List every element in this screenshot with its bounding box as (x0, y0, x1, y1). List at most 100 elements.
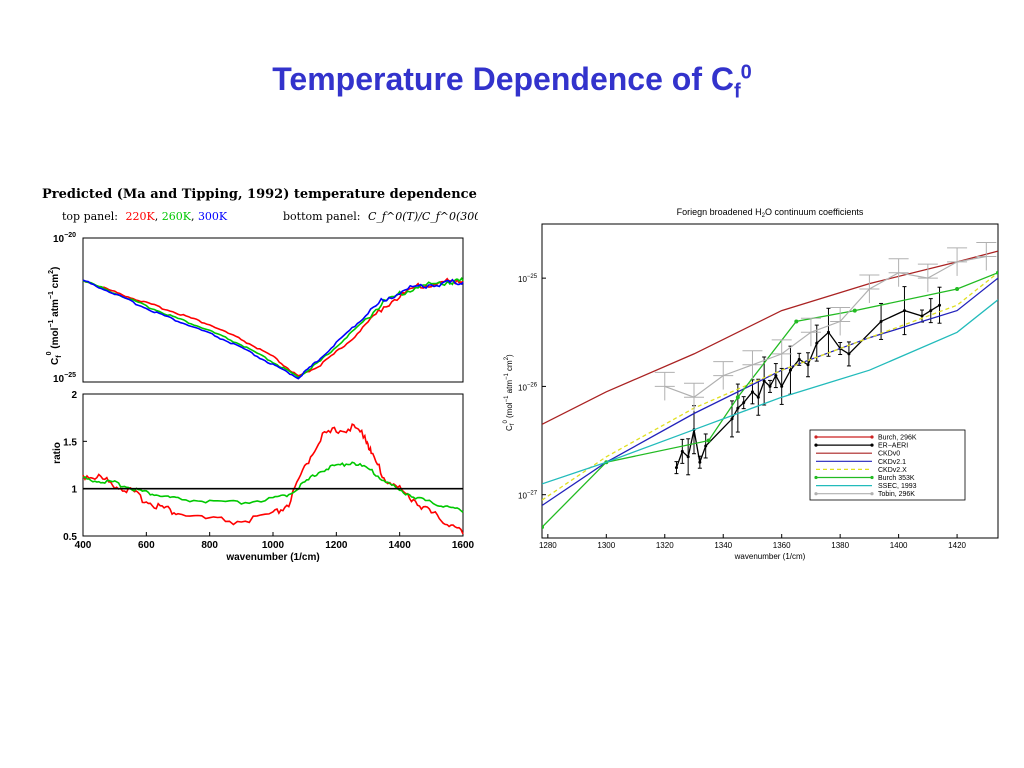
right-x-tick-label: 1380 (831, 541, 849, 550)
bottom-x-tick-label: 1200 (325, 540, 348, 551)
right-series-group (542, 241, 998, 530)
aeri-point (730, 417, 734, 421)
right-chart-title: Foriegn broadened H2O continuum coeffici… (677, 207, 864, 219)
legend-marker (814, 435, 818, 439)
burch353-point (794, 319, 799, 324)
legend-marker (870, 475, 874, 480)
right-x-tick-label: 1320 (656, 541, 674, 550)
left-figure: Predicted (Ma and Tipping, 1992) tempera… (42, 185, 478, 562)
aeri-point (920, 314, 924, 318)
burch353-point (852, 308, 857, 313)
legend-box (809, 429, 966, 501)
right-x-tick-label: 1300 (597, 541, 615, 550)
legend-marker (870, 443, 874, 447)
aeri-point (879, 319, 883, 323)
burch353-point (542, 525, 544, 530)
left-figure-header: Predicted (Ma and Tipping, 1992) tempera… (42, 185, 478, 203)
right-figure: Foriegn broadened H2O continuum coeffici… (503, 207, 999, 561)
top-series-line-220K (82, 277, 464, 377)
aeri-point (815, 341, 819, 345)
bottom-x-tick-label: 1400 (389, 540, 412, 551)
burch353-point (955, 286, 960, 291)
right-series-line (664, 255, 987, 398)
bottom-series-line-260K (82, 461, 464, 513)
bottom-y-tick-label: 2 (71, 390, 77, 401)
right-series-line (542, 272, 998, 501)
aeri-point (768, 384, 772, 388)
bottom-x-tick-label: 1000 (262, 540, 285, 551)
burch353-point (996, 270, 998, 275)
aeri-point (742, 401, 746, 405)
legend-label: CKDv2.X (878, 467, 907, 474)
right-x-label: wavenumber (1/cm) (734, 552, 806, 561)
legend-marker (814, 492, 818, 496)
right-y-tick-label: 10−26 (518, 382, 538, 392)
top-panel-y-tick-label: 10−20 (53, 232, 76, 245)
burch353-point (735, 395, 740, 400)
aeri-point (780, 384, 784, 388)
aeri-point (756, 395, 760, 399)
aeri-point (929, 309, 933, 313)
bottom-y-tick-label: 1 (71, 485, 77, 496)
top-series-line-260K (82, 276, 464, 379)
aeri-point (686, 455, 690, 459)
aeri-point (680, 449, 684, 453)
legend-marker (870, 435, 874, 439)
right-x-tick-label: 1280 (539, 541, 557, 550)
right-x-tick-label: 1340 (714, 541, 732, 550)
slide-title: Temperature Dependence of Cf0 (272, 61, 752, 103)
legend-label: Burch 353K (878, 475, 915, 482)
bottom-panel-frame (82, 393, 464, 537)
bottom-panel-plot: 0.5 1 1.5 2 400 600 800 1000 1200 1400 1600 wavenum… (52, 390, 475, 562)
bottom-x-tick-label: 600 (138, 540, 155, 551)
bottom-y-label: ratio (52, 442, 63, 464)
right-x-tick-label: 1420 (948, 541, 966, 550)
bottom-x-tick-label: 1600 (452, 540, 475, 551)
aeri-point (704, 444, 708, 448)
top-panel-y-label: Cf0 (mol−1 atm−1 cm2) (46, 267, 63, 365)
aeri-point (736, 406, 740, 410)
bottom-x-tick-label: 400 (75, 540, 92, 551)
right-x-tick-label: 1360 (773, 541, 791, 550)
legend-marker (870, 492, 874, 496)
legend-label: Burch, 296K (878, 435, 917, 442)
aeri-point (806, 363, 810, 367)
right-plot: 1280 1300 1320 1340 1360 1380 1400 1420 10−25 10−… (503, 223, 999, 561)
legend-label: SSEC, 1993 (878, 483, 917, 490)
legend-label: ER−AERI (878, 443, 908, 450)
legend-marker (814, 443, 818, 447)
right-y-label: Cf0 (mol−1 atm−1 cm2) (503, 354, 516, 431)
aeri-point (762, 379, 766, 383)
aeri-point (847, 352, 851, 356)
aeri-point (788, 368, 792, 372)
aeri-point (750, 390, 754, 394)
aeri-point (938, 303, 942, 307)
legend-marker (814, 475, 818, 480)
right-series-line (542, 299, 998, 485)
aeri-point (774, 374, 778, 378)
aeri-point (826, 330, 830, 334)
bottom-y-tick-label: 1.5 (63, 437, 77, 448)
legend-label: Tobin, 296K (878, 491, 915, 498)
right-frame (541, 223, 999, 539)
right-x-tick-label: 1400 (890, 541, 908, 550)
top-panel-frame (82, 237, 464, 383)
burch353-point (706, 438, 711, 443)
aeri-point (797, 357, 801, 361)
aeri-point (698, 460, 702, 464)
top-panel-plot: 10−20 10−25 Cf0 (mol−1 atm−1 cm2) (46, 232, 464, 385)
right-y-tick-label: 10−25 (518, 274, 538, 284)
top-panel-y-tick-label: 10−25 (53, 372, 76, 385)
top-panel-note: top panel: 220K, 260K, 300K (62, 210, 228, 223)
aeri-point (674, 466, 678, 470)
legend-label: CKDv0 (878, 451, 900, 458)
aeri-point (902, 309, 906, 313)
bottom-panel-note: bottom panel: C_f^0(T)/C_f^0(300K) (283, 210, 478, 223)
top-series-line-300K (82, 278, 464, 380)
bottom-y-tick-label: 0.5 (63, 532, 77, 543)
right-y-tick-label: 10−27 (518, 491, 538, 501)
bottom-x-label: wavenumber (1/cm) (225, 552, 319, 562)
bottom-x-tick-label: 800 (201, 540, 218, 551)
bottom-series-line-220K (82, 423, 464, 535)
legend-label: CKDv2.1 (878, 459, 906, 466)
